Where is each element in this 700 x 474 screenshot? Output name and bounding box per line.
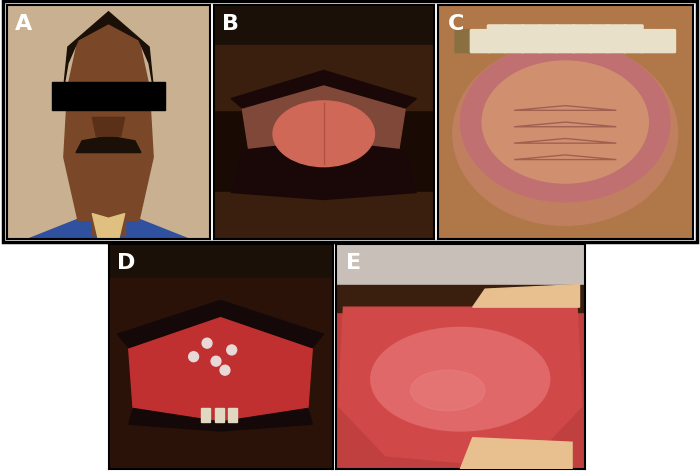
Circle shape bbox=[202, 338, 212, 348]
Bar bbox=[108, 244, 332, 284]
Polygon shape bbox=[92, 214, 125, 239]
FancyBboxPatch shape bbox=[573, 25, 592, 53]
Polygon shape bbox=[339, 307, 582, 463]
Bar bbox=[52, 82, 165, 110]
Polygon shape bbox=[64, 24, 153, 220]
Circle shape bbox=[227, 345, 237, 355]
Polygon shape bbox=[231, 141, 416, 200]
Polygon shape bbox=[118, 301, 323, 348]
Text: A: A bbox=[15, 14, 32, 34]
Polygon shape bbox=[64, 12, 153, 87]
Polygon shape bbox=[129, 316, 312, 422]
Bar bbox=[228, 409, 237, 422]
FancyBboxPatch shape bbox=[640, 29, 660, 53]
Text: D: D bbox=[118, 253, 136, 273]
Bar bbox=[202, 409, 211, 422]
Bar bbox=[214, 192, 434, 239]
Text: E: E bbox=[346, 253, 361, 273]
Polygon shape bbox=[76, 136, 141, 153]
Polygon shape bbox=[231, 71, 416, 108]
FancyBboxPatch shape bbox=[607, 25, 626, 53]
Circle shape bbox=[211, 356, 221, 366]
Circle shape bbox=[189, 352, 199, 362]
FancyBboxPatch shape bbox=[505, 25, 524, 53]
Ellipse shape bbox=[461, 42, 670, 202]
Ellipse shape bbox=[273, 101, 374, 167]
Bar bbox=[214, 5, 434, 52]
Bar bbox=[215, 409, 224, 422]
Polygon shape bbox=[473, 284, 580, 307]
FancyBboxPatch shape bbox=[589, 25, 609, 53]
Text: C: C bbox=[448, 14, 464, 34]
Bar bbox=[336, 284, 584, 312]
FancyBboxPatch shape bbox=[556, 25, 575, 53]
FancyBboxPatch shape bbox=[538, 25, 558, 53]
Text: B: B bbox=[223, 14, 239, 34]
Bar bbox=[214, 45, 434, 110]
FancyBboxPatch shape bbox=[659, 29, 676, 53]
Bar bbox=[92, 214, 125, 235]
Ellipse shape bbox=[453, 42, 678, 225]
Ellipse shape bbox=[410, 370, 485, 410]
Polygon shape bbox=[92, 118, 125, 136]
FancyBboxPatch shape bbox=[522, 25, 541, 53]
FancyBboxPatch shape bbox=[624, 25, 643, 53]
Bar bbox=[108, 278, 332, 469]
Ellipse shape bbox=[482, 61, 648, 183]
FancyBboxPatch shape bbox=[470, 29, 490, 53]
Polygon shape bbox=[461, 438, 572, 469]
Polygon shape bbox=[242, 84, 405, 160]
FancyBboxPatch shape bbox=[487, 25, 507, 53]
Circle shape bbox=[220, 365, 230, 375]
Polygon shape bbox=[27, 214, 190, 239]
Bar bbox=[336, 244, 584, 289]
FancyBboxPatch shape bbox=[455, 29, 471, 53]
Ellipse shape bbox=[371, 328, 550, 431]
Polygon shape bbox=[129, 409, 312, 431]
